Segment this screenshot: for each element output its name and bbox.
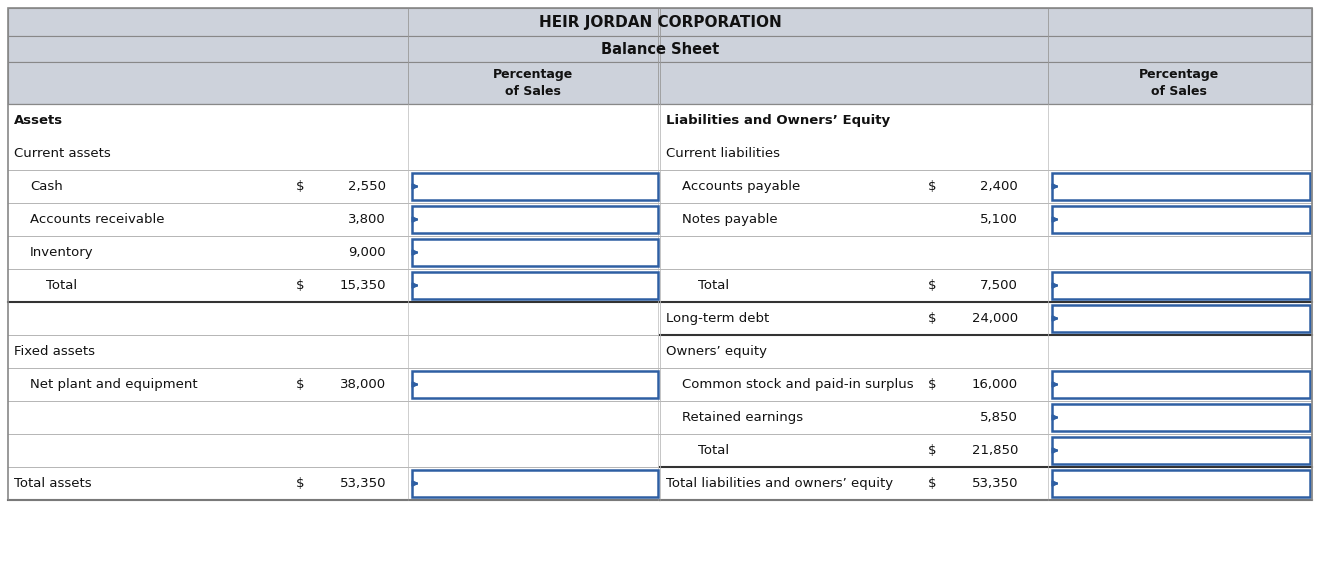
Text: Current assets: Current assets (15, 147, 111, 160)
Text: $: $ (296, 180, 304, 193)
Text: Accounts payable: Accounts payable (682, 180, 800, 193)
Text: Total: Total (46, 279, 77, 292)
Bar (8, 8, 1312, 36)
Text: $: $ (296, 378, 304, 391)
Text: $: $ (928, 378, 936, 391)
Text: Balance Sheet: Balance Sheet (601, 41, 719, 56)
Text: Retained earnings: Retained earnings (682, 411, 803, 424)
Text: 5,100: 5,100 (981, 213, 1018, 226)
Text: Fixed assets: Fixed assets (15, 345, 95, 358)
Text: Assets: Assets (15, 114, 63, 127)
Bar (412, 173, 657, 200)
Text: 2,550: 2,550 (348, 180, 385, 193)
Bar (412, 239, 657, 266)
Bar (1052, 206, 1309, 233)
Text: 53,350: 53,350 (972, 477, 1018, 490)
Text: 53,350: 53,350 (339, 477, 385, 490)
Bar (8, 36, 1312, 62)
Bar (8, 170, 1312, 203)
Bar (8, 467, 1312, 500)
Text: Inventory: Inventory (30, 246, 94, 259)
Text: Accounts receivable: Accounts receivable (30, 213, 165, 226)
Bar (8, 236, 1312, 269)
Text: Total: Total (698, 279, 729, 292)
Text: $: $ (928, 312, 936, 325)
Bar (8, 401, 1312, 434)
Text: Percentage
of Sales: Percentage of Sales (492, 68, 573, 98)
Bar (8, 269, 1312, 302)
Bar (412, 272, 657, 299)
Text: 24,000: 24,000 (972, 312, 1018, 325)
Text: 5,850: 5,850 (981, 411, 1018, 424)
Text: Notes payable: Notes payable (682, 213, 777, 226)
Text: $: $ (928, 279, 936, 292)
Bar (1052, 371, 1309, 398)
Text: Total liabilities and owners’ equity: Total liabilities and owners’ equity (667, 477, 894, 490)
Bar (412, 371, 657, 398)
Text: Net plant and equipment: Net plant and equipment (30, 378, 198, 391)
Text: Total assets: Total assets (15, 477, 91, 490)
Text: Cash: Cash (30, 180, 63, 193)
Text: Percentage
of Sales: Percentage of Sales (1139, 68, 1220, 98)
Text: Liabilities and Owners’ Equity: Liabilities and Owners’ Equity (667, 114, 890, 127)
Text: $: $ (296, 279, 304, 292)
Bar (8, 302, 1312, 335)
Text: 9,000: 9,000 (348, 246, 385, 259)
Bar (8, 335, 1312, 368)
Text: $: $ (928, 444, 936, 457)
Text: 3,800: 3,800 (348, 213, 385, 226)
Text: Total: Total (698, 444, 729, 457)
Text: 7,500: 7,500 (981, 279, 1018, 292)
Bar (8, 368, 1312, 401)
Text: $: $ (296, 477, 304, 490)
Bar (8, 434, 1312, 467)
Bar (1052, 404, 1309, 431)
Text: 16,000: 16,000 (972, 378, 1018, 391)
Text: Owners’ equity: Owners’ equity (667, 345, 767, 358)
Bar (8, 104, 1312, 137)
Bar (1052, 173, 1309, 200)
Text: 38,000: 38,000 (339, 378, 385, 391)
Bar (8, 8, 1312, 500)
Text: Current liabilities: Current liabilities (667, 147, 780, 160)
Bar (1052, 305, 1309, 332)
Bar (8, 203, 1312, 236)
Text: $: $ (928, 477, 936, 490)
Bar (1052, 470, 1309, 497)
Bar (8, 137, 1312, 170)
Bar (1052, 437, 1309, 464)
Text: 15,350: 15,350 (339, 279, 385, 292)
Bar (412, 206, 657, 233)
Text: HEIR JORDAN CORPORATION: HEIR JORDAN CORPORATION (539, 15, 781, 29)
Text: Common stock and paid-in surplus: Common stock and paid-in surplus (682, 378, 913, 391)
Bar (8, 62, 1312, 104)
Bar (1052, 272, 1309, 299)
Text: 2,400: 2,400 (981, 180, 1018, 193)
Text: Long-term debt: Long-term debt (667, 312, 770, 325)
Text: $: $ (928, 180, 936, 193)
Text: 21,850: 21,850 (972, 444, 1018, 457)
Bar (412, 470, 657, 497)
